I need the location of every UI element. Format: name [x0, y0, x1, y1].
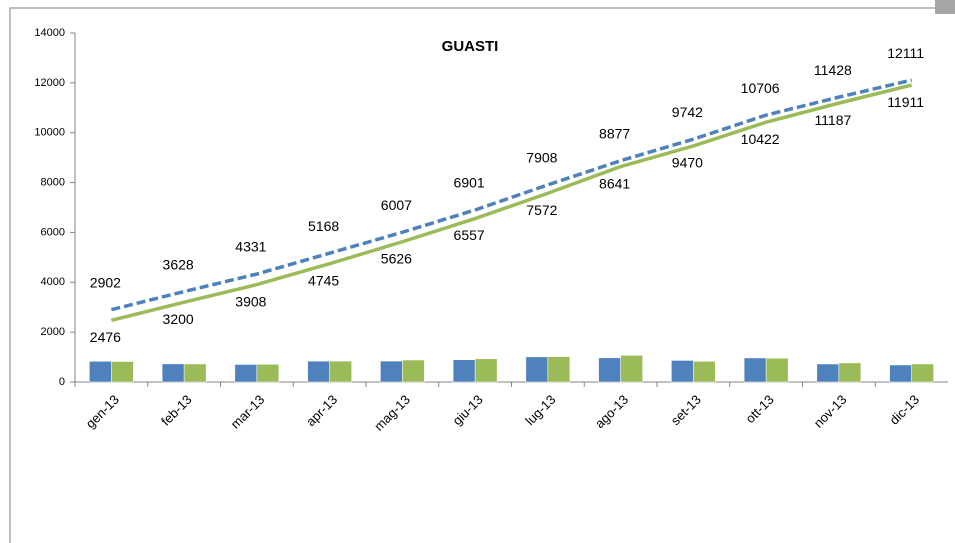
- bar: [307, 360, 330, 383]
- data-label: 9742: [672, 104, 703, 120]
- bar: [816, 363, 840, 383]
- data-label: 5626: [381, 250, 412, 266]
- data-label: 11428: [814, 62, 852, 78]
- y-tick-label: 12000: [34, 77, 65, 89]
- bar: [474, 358, 498, 383]
- bar: [693, 361, 716, 383]
- data-label: 7908: [526, 150, 557, 166]
- bar: [525, 356, 549, 383]
- chart-title: GUASTI: [442, 38, 499, 55]
- bar: [889, 364, 912, 383]
- data-label: 7572: [526, 202, 557, 218]
- bar: [89, 361, 112, 383]
- data-label: 12111: [887, 45, 924, 61]
- bar: [234, 364, 258, 383]
- data-label: 4745: [308, 272, 339, 288]
- bar: [256, 364, 280, 383]
- data-label: 2902: [90, 274, 121, 290]
- data-label: 6901: [454, 175, 485, 191]
- y-tick-label: 10000: [34, 127, 65, 139]
- bar: [620, 355, 643, 383]
- data-label: 3908: [235, 293, 266, 309]
- corner: [935, 0, 955, 14]
- bar: [402, 359, 425, 383]
- y-tick-label: 6000: [41, 226, 65, 238]
- chart-frame: [9, 7, 955, 543]
- bar: [161, 363, 185, 383]
- bar: [452, 359, 476, 383]
- y-tick-label: 4000: [41, 276, 65, 288]
- bar: [598, 357, 621, 383]
- data-label: 10422: [741, 131, 780, 147]
- data-label: 6557: [454, 227, 485, 243]
- bar: [838, 362, 862, 383]
- y-tick-label: 8000: [41, 176, 65, 188]
- bar: [380, 360, 403, 383]
- bar: [329, 360, 352, 383]
- y-tick-label: 2000: [41, 326, 65, 338]
- bar: [671, 360, 694, 383]
- line: [110, 78, 913, 312]
- data-label: 11187: [814, 112, 851, 128]
- y-tick-label: 14000: [34, 27, 65, 39]
- data-label: 4331: [235, 239, 266, 255]
- bar: [911, 363, 934, 383]
- data-label: 6007: [381, 197, 412, 213]
- data-label: 5168: [308, 218, 339, 234]
- data-label: 8641: [599, 175, 630, 191]
- data-label: 10706: [741, 80, 780, 96]
- bar: [111, 361, 134, 383]
- bar: [547, 356, 571, 383]
- y-tick-label: 0: [59, 376, 65, 388]
- bar: [743, 357, 767, 383]
- bar: [765, 358, 789, 383]
- data-label: 3200: [163, 311, 194, 327]
- data-label: 9470: [672, 155, 703, 171]
- data-label: 11911: [887, 94, 924, 110]
- line: [110, 83, 913, 322]
- data-label: 3628: [163, 256, 194, 272]
- data-label: 8877: [599, 125, 630, 141]
- data-label: 2476: [90, 329, 121, 345]
- bar: [183, 363, 207, 383]
